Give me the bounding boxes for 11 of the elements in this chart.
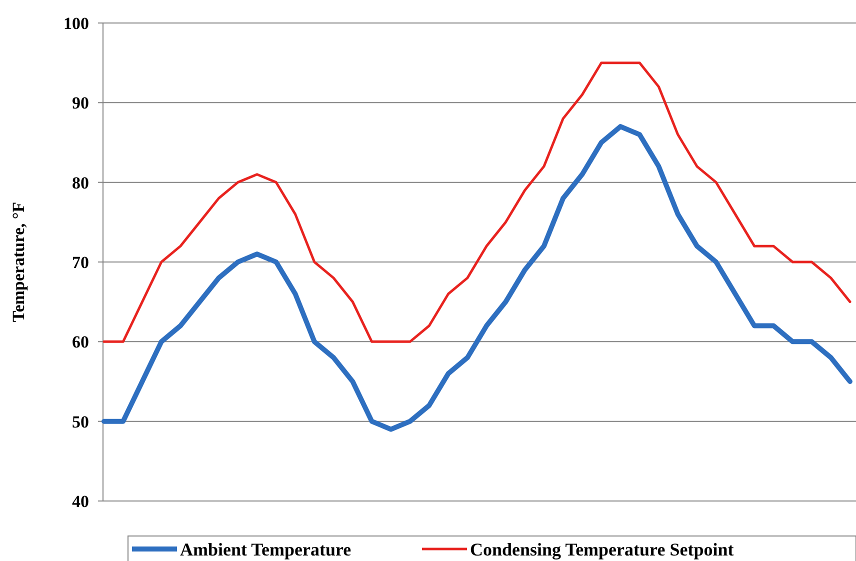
y-tick-label: 40 xyxy=(72,492,89,511)
y-axis-title: Temperature, °F xyxy=(9,202,28,322)
y-tick-label: 60 xyxy=(72,332,89,352)
y-tick-label: 70 xyxy=(72,252,89,272)
y-tick-label: 90 xyxy=(72,94,89,113)
y-tick-label: 100 xyxy=(64,14,89,33)
y-tick-label: 80 xyxy=(72,173,89,192)
legend-label: Ambient Temperature xyxy=(180,539,352,560)
legend-label: Condensing Temperature Setpoint xyxy=(470,539,734,560)
y-tick-label: 50 xyxy=(72,412,89,432)
line-series xyxy=(102,62,852,343)
